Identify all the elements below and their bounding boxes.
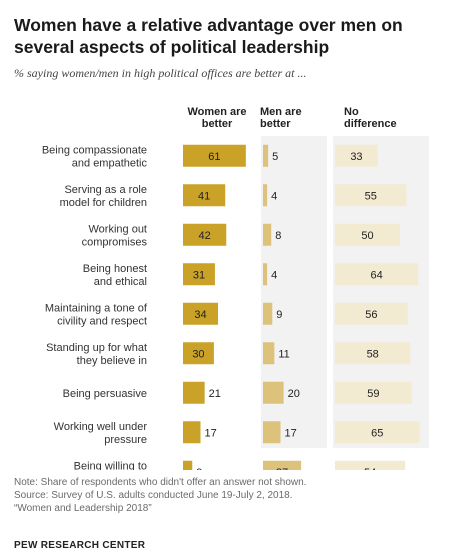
data-label: 58 bbox=[367, 348, 379, 360]
column-header-men: Men are better bbox=[260, 106, 308, 130]
bar-women bbox=[183, 460, 193, 470]
data-label: 8 bbox=[275, 230, 281, 242]
bar-women bbox=[183, 223, 227, 246]
bar-men bbox=[263, 184, 268, 207]
bar-men bbox=[263, 144, 269, 167]
data-label: 9 bbox=[276, 309, 282, 321]
bar-men bbox=[263, 381, 284, 404]
source-text: Source: Survey of U.S. adults conducted … bbox=[14, 490, 293, 501]
bar-no-difference bbox=[335, 381, 412, 404]
category-label: and empathetic bbox=[72, 157, 148, 169]
data-label: 65 bbox=[371, 427, 383, 439]
category-label: Being persuasive bbox=[63, 388, 147, 400]
report-text: “Women and Leadership 2018” bbox=[14, 503, 152, 514]
category-label: Serving as a role bbox=[64, 184, 147, 196]
bar-no-difference bbox=[335, 144, 378, 167]
data-label: 4 bbox=[271, 190, 277, 202]
data-label: 30 bbox=[192, 348, 204, 360]
chart-title: Women have a relative advantage over men… bbox=[14, 15, 403, 57]
bar-no-difference bbox=[335, 263, 419, 286]
data-label: 64 bbox=[370, 269, 382, 281]
bar-no-difference bbox=[335, 302, 408, 325]
data-label: 61 bbox=[208, 151, 220, 163]
column-header-none-line2: difference bbox=[344, 118, 397, 130]
bar-no-difference bbox=[335, 460, 406, 470]
bar-men bbox=[263, 302, 273, 325]
data-label: 20 bbox=[288, 388, 300, 400]
data-label: 50 bbox=[361, 230, 373, 242]
bar-no-difference bbox=[335, 184, 407, 207]
bar-men bbox=[263, 421, 281, 444]
column-header-women: Women are better bbox=[183, 106, 251, 130]
note-text: Note: Share of respondents who didn't of… bbox=[14, 477, 307, 488]
bar-men bbox=[263, 460, 302, 470]
footnote: Note: Share of respondents who didn't of… bbox=[14, 476, 306, 515]
bar-no-difference bbox=[335, 342, 411, 365]
bar-men bbox=[263, 223, 272, 246]
data-label: 37 bbox=[276, 467, 288, 470]
bar-no-difference bbox=[335, 223, 400, 246]
data-label: 17 bbox=[285, 427, 297, 439]
category-label: Being willing to bbox=[74, 460, 147, 470]
column-header-no-difference: No difference bbox=[344, 106, 408, 130]
chart-subtitle: % saying women/men in high political off… bbox=[14, 66, 307, 80]
data-label: 9 bbox=[196, 467, 202, 470]
data-label: 11 bbox=[278, 348, 289, 360]
data-label: 56 bbox=[365, 309, 377, 321]
category-label: pressure bbox=[104, 434, 147, 446]
data-label: 54 bbox=[364, 467, 376, 470]
data-label: 21 bbox=[209, 388, 221, 400]
bar-women bbox=[183, 184, 226, 207]
column-header-women-line2: better bbox=[201, 118, 233, 130]
category-label: and ethical bbox=[94, 276, 147, 288]
column-header-none-line1: No bbox=[344, 106, 359, 118]
data-label: 5 bbox=[272, 151, 278, 163]
data-label: 42 bbox=[199, 230, 211, 242]
category-label: they believe in bbox=[77, 355, 147, 367]
bar-women bbox=[183, 302, 219, 325]
category-label: Working well under bbox=[54, 421, 148, 433]
bar-women bbox=[183, 421, 201, 444]
bar-no-difference bbox=[335, 421, 420, 444]
column-header-women-line1: Women are bbox=[187, 106, 247, 118]
bar-women bbox=[183, 342, 214, 365]
column-header-men-line1: Men are bbox=[260, 106, 302, 118]
bar-men bbox=[263, 263, 268, 286]
bar-men bbox=[263, 342, 275, 365]
category-label: civility and respect bbox=[57, 315, 147, 327]
category-label: Being compassionate bbox=[42, 144, 147, 156]
column-header-men-line2: better bbox=[260, 118, 291, 130]
data-label: 55 bbox=[365, 190, 377, 202]
category-label: Working out bbox=[89, 223, 148, 235]
data-label: 34 bbox=[194, 309, 206, 321]
data-label: 31 bbox=[193, 269, 205, 281]
data-label: 33 bbox=[350, 151, 362, 163]
org-name: PEW RESEARCH CENTER bbox=[14, 540, 146, 551]
category-label: compromises bbox=[82, 236, 148, 248]
data-label: 4 bbox=[271, 269, 277, 281]
bar-women bbox=[183, 144, 246, 167]
data-label: 59 bbox=[367, 388, 379, 400]
category-label: Being honest bbox=[83, 263, 147, 275]
bar-women bbox=[183, 381, 205, 404]
category-label: Maintaining a tone of bbox=[45, 302, 148, 314]
data-label: 17 bbox=[205, 427, 217, 439]
data-label: 41 bbox=[198, 190, 210, 202]
bar-women bbox=[183, 263, 215, 286]
category-label: Standing up for what bbox=[46, 342, 147, 354]
category-label: model for children bbox=[60, 197, 147, 209]
